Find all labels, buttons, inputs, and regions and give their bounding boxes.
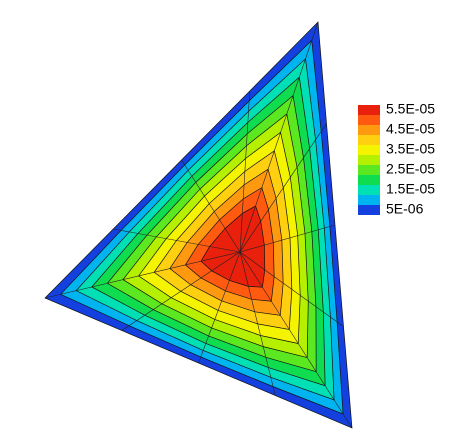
mesh-line — [239, 251, 344, 327]
mesh — [44, 21, 353, 429]
legend-label: 3.5E-05 — [386, 141, 435, 157]
mesh-line — [239, 224, 336, 253]
mesh-line — [44, 251, 241, 299]
mesh-line — [239, 123, 327, 253]
contour-field — [44, 21, 353, 429]
legend-swatch — [358, 205, 380, 215]
mesh-line — [239, 21, 319, 253]
legend-label: 4.5E-05 — [386, 121, 435, 137]
legend-swatch — [358, 145, 380, 155]
mesh-line — [198, 251, 241, 364]
legend-swatch — [358, 185, 380, 195]
legend-label: 2.5E-05 — [386, 161, 435, 177]
legend-label: 5.5E-05 — [386, 101, 435, 117]
mesh-line — [113, 228, 241, 253]
legend-swatch — [358, 175, 380, 185]
legend-swatch — [358, 165, 380, 175]
mesh-line — [181, 159, 241, 253]
legend-swatch — [358, 155, 380, 165]
legend-swatch — [358, 135, 380, 145]
mesh-line — [239, 90, 251, 253]
mesh-line — [239, 251, 353, 429]
mesh-line — [239, 251, 276, 396]
legend: 5.5E-05 4.5E-05 3.5E-05 2.5E-05 1.5E-05 5E-06 — [358, 101, 435, 217]
legend-swatch — [358, 195, 380, 205]
legend-swatch — [358, 105, 380, 115]
legend-label: 5E-06 — [386, 201, 424, 217]
legend-swatch — [358, 115, 380, 125]
legend-swatch — [358, 125, 380, 135]
legend-label: 1.5E-05 — [386, 181, 435, 197]
mesh-line — [121, 251, 241, 331]
